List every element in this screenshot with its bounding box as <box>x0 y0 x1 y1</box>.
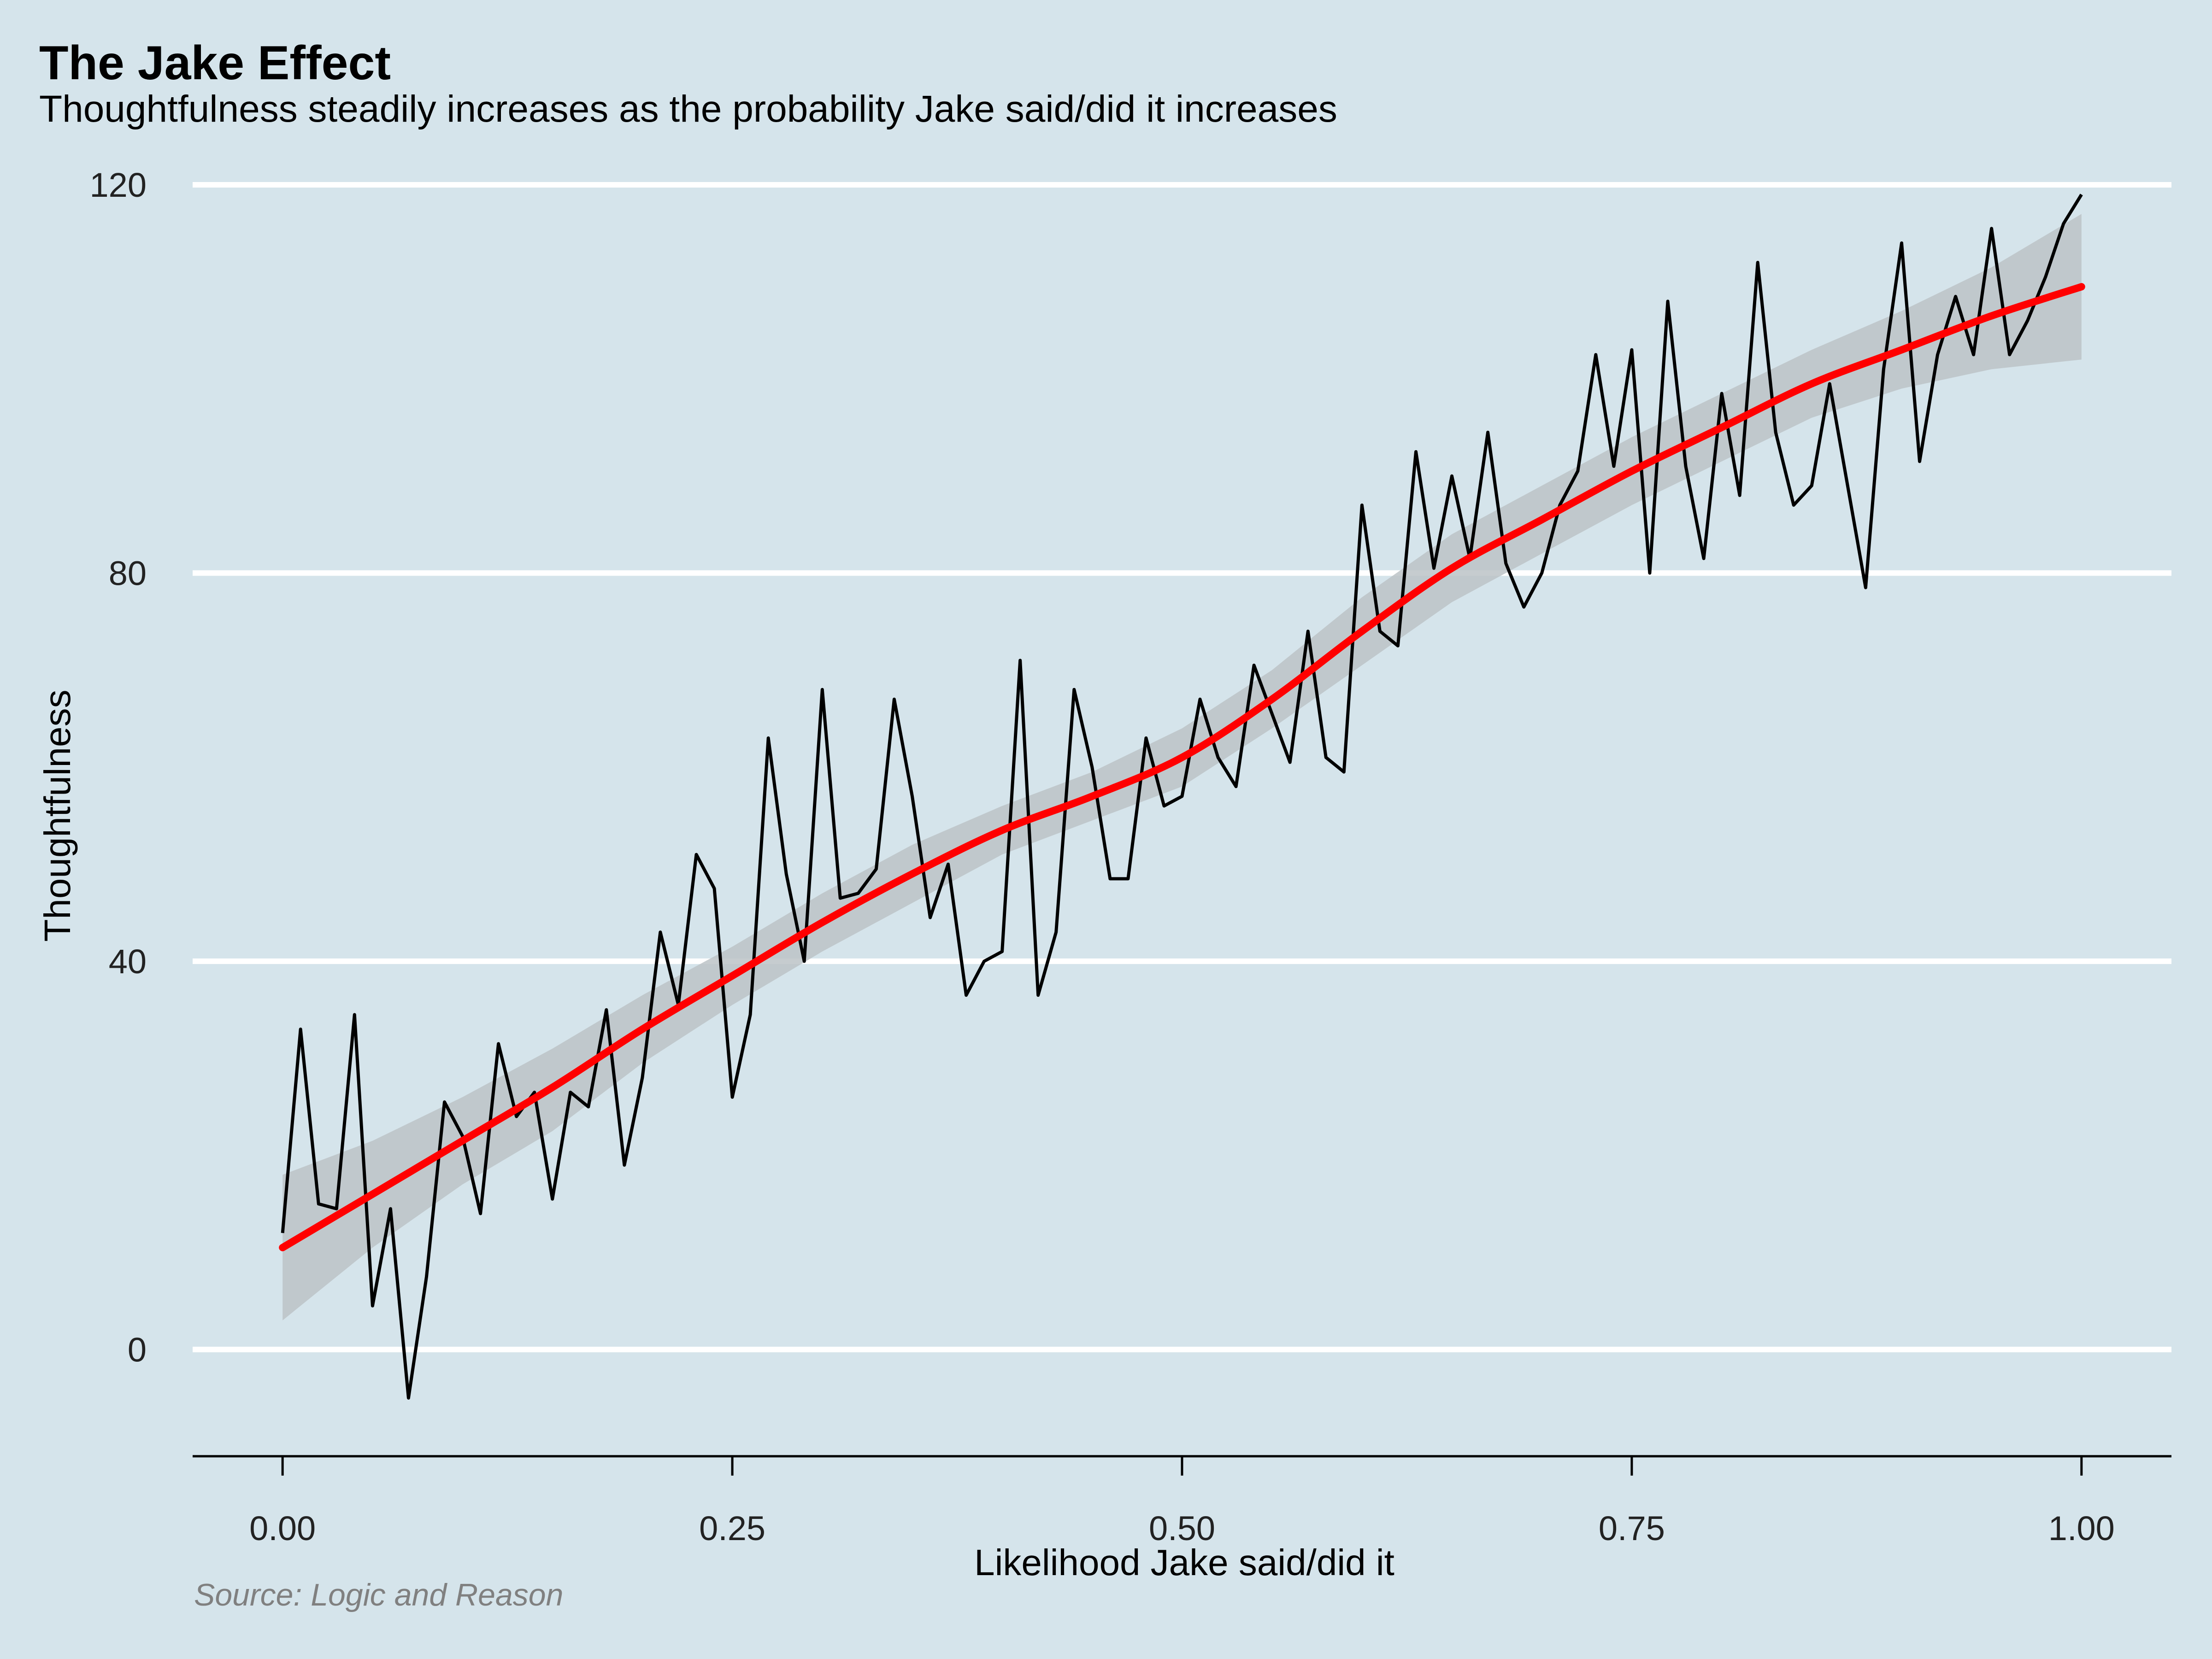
x-tick-label: 0.50 <box>1149 1509 1215 1547</box>
y-tick-label: 120 <box>90 166 147 204</box>
chart-caption: Source: Logic and Reason <box>194 1577 564 1612</box>
y-tick-label: 80 <box>109 554 147 592</box>
chart-title: The Jake Effect <box>39 36 391 90</box>
x-tick-label: 0.25 <box>699 1509 765 1547</box>
grid-layer <box>193 182 2171 1353</box>
x-axis-title: Likelihood Jake said/did it <box>974 1542 1394 1583</box>
x-axis <box>193 1455 2171 1476</box>
x-tick-label: 0.00 <box>249 1509 316 1547</box>
chart-subtitle: Thoughtfulness steadily increases as the… <box>39 88 1337 130</box>
x-tick-label: 1.00 <box>2048 1509 2115 1547</box>
y-axis-title: Thoughtfulness <box>37 689 78 941</box>
smooth-line-layer <box>279 283 2085 1252</box>
tick-label-layer: 0 40 80 120 0.00 0.25 0.50 0.75 1.00 <box>90 166 2115 1547</box>
confidence-band <box>282 214 2082 1321</box>
raw-data-line <box>281 194 2083 1400</box>
x-tick-label: 0.75 <box>1599 1509 1665 1547</box>
confidence-band-layer <box>282 214 2082 1321</box>
y-tick-label: 0 <box>128 1330 147 1369</box>
raw-line-layer <box>281 194 2083 1400</box>
smooth-trend-line <box>279 283 2085 1252</box>
y-tick-label: 40 <box>109 942 147 981</box>
